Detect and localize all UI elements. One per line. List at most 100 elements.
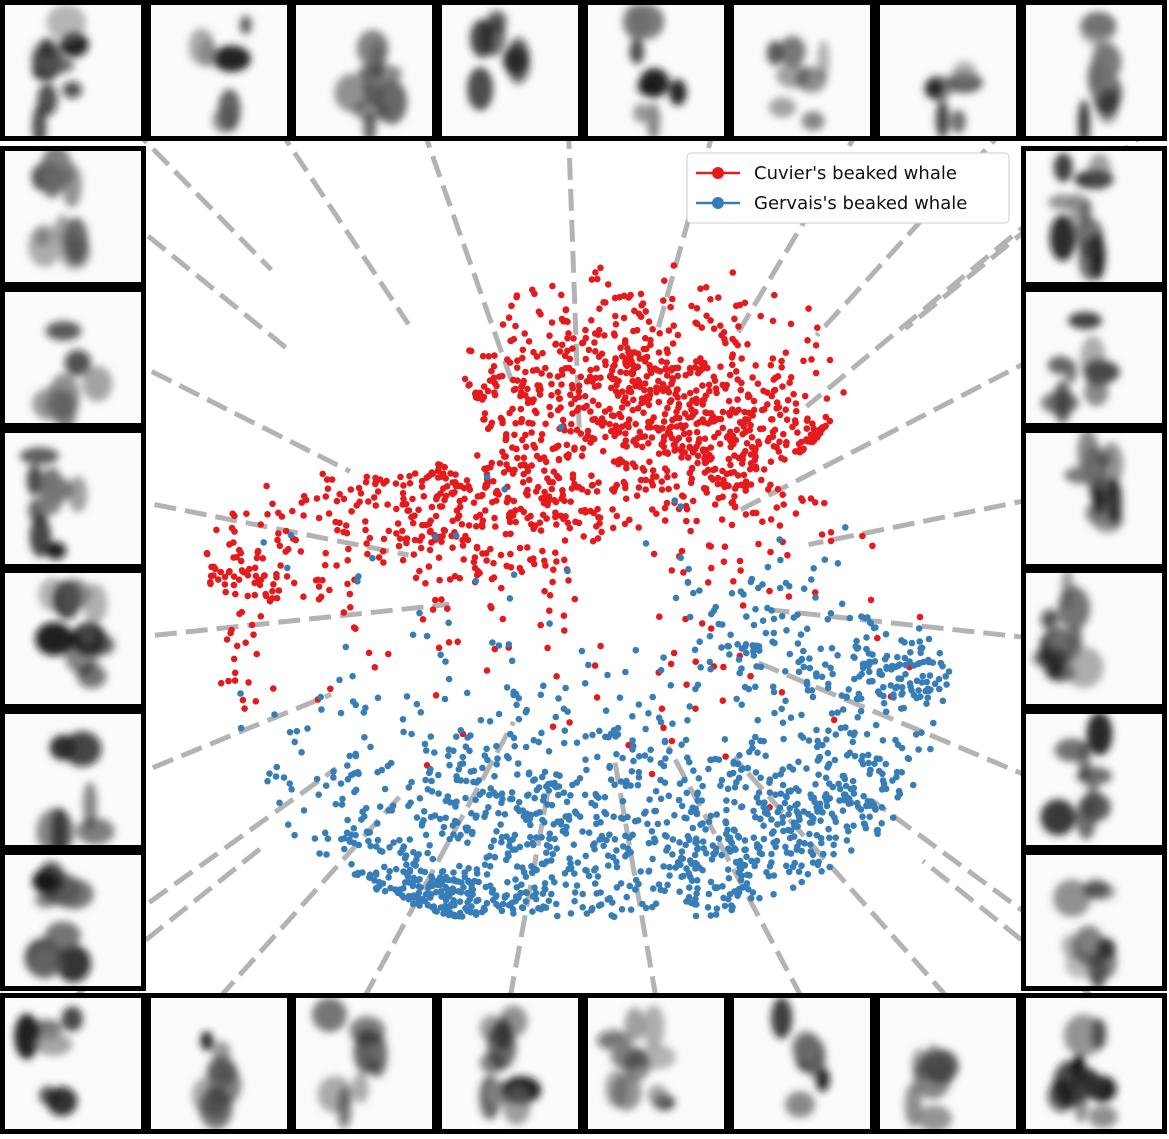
gervais-point: [522, 743, 530, 751]
cuvier-point: [708, 564, 715, 572]
cuvier-point: [782, 349, 790, 357]
gervais-point: [686, 703, 693, 710]
gervais-point: [732, 846, 739, 853]
gervais-point: [708, 856, 716, 863]
gervais-point: [523, 810, 531, 817]
cuvier-point: [560, 515, 567, 523]
gervais-point: [499, 900, 507, 908]
gervais-point: [629, 737, 636, 744]
gervais-point: [782, 697, 789, 705]
cuvier-point: [609, 524, 617, 532]
gervais-point: [857, 708, 865, 715]
cuvier-point: [722, 753, 729, 760]
cuvier-point: [591, 330, 599, 337]
gervais-point: [851, 752, 859, 760]
cuvier-point: [687, 368, 694, 376]
gervais-point: [611, 781, 618, 789]
gervais-point: [931, 680, 939, 688]
cuvier-point: [252, 698, 260, 705]
gervais-point: [510, 688, 517, 696]
gervais-point: [695, 775, 703, 782]
cuvier-point: [611, 485, 619, 492]
cuvier-point: [314, 576, 322, 584]
cuvier-point: [818, 531, 826, 538]
cuvier-point: [501, 453, 508, 461]
gervais-point: [778, 612, 786, 620]
cuvier-point: [582, 355, 590, 363]
cuvier-point: [675, 400, 683, 408]
cuvier-point: [620, 314, 628, 322]
gervais-point: [483, 899, 491, 907]
gervais-point: [819, 809, 826, 816]
cuvier-point: [552, 498, 560, 506]
gervais-point: [768, 816, 775, 823]
cuvier-point: [601, 332, 608, 339]
gervais-point: [685, 870, 693, 877]
cuvier-point: [781, 456, 788, 463]
cuvier-point: [635, 484, 643, 491]
gervais-point: [472, 796, 479, 804]
gervais-point: [869, 677, 876, 685]
gervais-point: [765, 872, 773, 880]
gervais-point: [543, 858, 550, 865]
cuvier-point: [417, 544, 425, 552]
gervais-point: [359, 869, 366, 876]
cuvier-point: [723, 470, 731, 478]
gervais-point: [692, 912, 700, 920]
cuvier-point: [597, 374, 604, 382]
cuvier-point: [241, 705, 248, 712]
gervais-point: [712, 848, 719, 856]
gervais-point: [449, 822, 457, 829]
cuvier-point: [315, 514, 323, 522]
cuvier-point: [552, 549, 559, 556]
gervais-point: [369, 554, 376, 562]
cuvier-point: [814, 324, 821, 332]
gervais-point: [428, 891, 435, 898]
cuvier-point: [379, 548, 387, 555]
cuvier-point: [324, 485, 332, 493]
cuvier-point: [771, 291, 778, 299]
cuvier-point: [236, 546, 243, 554]
spectrogram-thumbnail: [146, 993, 292, 1134]
cuvier-point: [711, 377, 719, 385]
cuvier-point: [592, 374, 600, 382]
gervais-point: [842, 724, 849, 731]
gervais-point: [915, 746, 922, 753]
cuvier-point: [510, 335, 518, 343]
gervais-point: [570, 841, 578, 848]
cuvier-point: [638, 433, 646, 441]
gervais-point: [546, 830, 554, 837]
gervais-point: [872, 624, 879, 631]
cuvier-point: [290, 579, 298, 587]
gervais-point: [548, 801, 556, 809]
cuvier-point: [402, 535, 410, 543]
legend-entry-cuvier: Cuvier's beaked whale: [696, 163, 957, 184]
gervais-point: [739, 884, 746, 891]
gervais-point: [752, 733, 759, 741]
gervais-point: [707, 912, 715, 919]
cuvier-point: [499, 615, 507, 623]
gervais-point: [734, 892, 741, 899]
spectrogram-thumbnail: [437, 993, 583, 1134]
gervais-point: [630, 757, 637, 765]
cuvier-point: [256, 581, 264, 589]
cuvier-point: [313, 495, 321, 502]
gervais-point: [581, 680, 589, 687]
cuvier-point: [661, 277, 668, 285]
cuvier-point: [693, 443, 700, 451]
gervais-point: [786, 650, 794, 658]
cuvier-point: [840, 389, 847, 396]
cuvier-point: [645, 440, 652, 447]
cuvier-point: [273, 574, 280, 581]
gervais-point: [453, 776, 461, 784]
cuvier-point: [549, 445, 556, 453]
cuvier-point: [759, 518, 766, 525]
gervais-point: [848, 847, 855, 854]
cuvier-point: [481, 410, 489, 417]
cuvier-point: [767, 361, 775, 369]
cuvier-point: [315, 583, 323, 590]
gervais-point: [865, 759, 872, 767]
gervais-point: [346, 752, 354, 760]
cuvier-point: [593, 694, 601, 701]
gervais-point: [836, 785, 844, 793]
